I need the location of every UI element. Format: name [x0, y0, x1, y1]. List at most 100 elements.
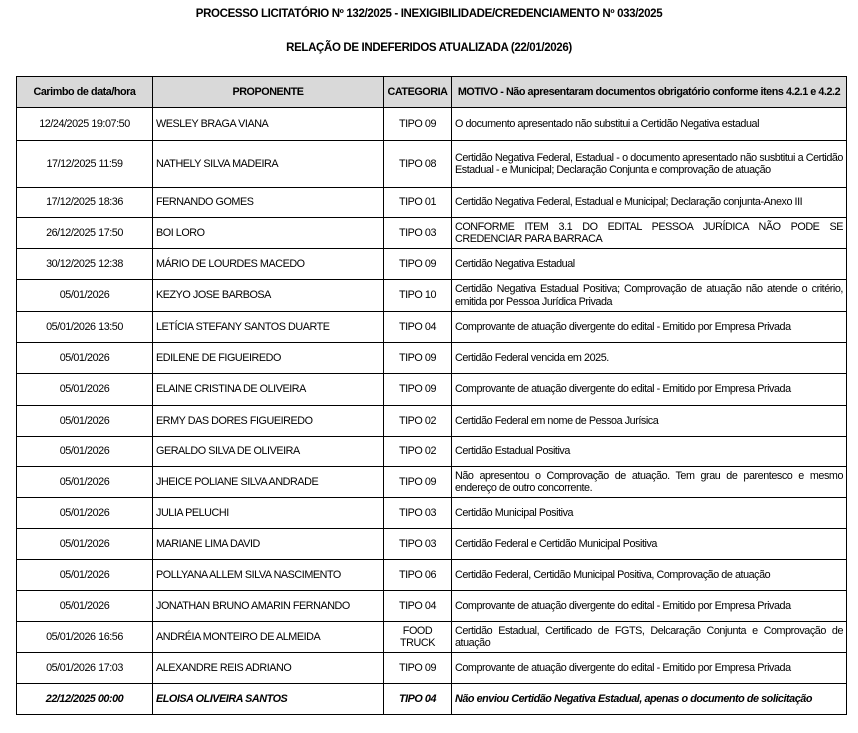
document-subtitle: RELAÇÃO DE INDEFERIDOS ATUALIZADA (22/01… — [286, 42, 572, 54]
table-row: 05/01/2026 JONATHAN BRUNO AMARIN FERNANDO… — [16, 590, 847, 622]
cell-motivo: Certidão Negativa Estadual — [451, 248, 847, 280]
cell-proponente: EDILENE DE FIGUEIREDO — [152, 342, 384, 374]
document-title: PROCESSO LICITATÓRIO Nº 132/2025 - INEXI… — [195, 8, 663, 20]
cell-datetime: 12/24/2025 19:07:50 — [16, 107, 153, 141]
table-row: 12/24/2025 19:07:50 WESLEY BRAGA VIANA TIP… — [16, 107, 847, 141]
cell-datetime: 05/01/2026 — [16, 373, 153, 406]
table-row: 05/01/2026 KEZYO JOSE BARBOSA TIPO 10 Certi… — [16, 279, 847, 312]
column-header-categoria: CATEGORIA — [383, 76, 452, 108]
cell-categoria: TIPO 09 — [383, 466, 452, 498]
cell-datetime: 17/12/2025 18:36 — [16, 187, 153, 218]
cell-motivo: Comprovante de atuação divergente do edi… — [451, 373, 847, 406]
cell-categoria: TIPO 09 — [383, 652, 452, 684]
cell-proponente: POLLYANA ALLEM SILVA NASCIMENTO — [152, 559, 384, 591]
cell-proponente: ANDRÉIA MONTEIRO DE ALMEIDA — [152, 621, 384, 653]
table-row: 05/01/2026 JHEICE POLIANE SILVA ANDRADE TI… — [16, 466, 847, 498]
cell-datetime: 05/01/2026 — [16, 405, 153, 437]
cell-motivo: Comprovante de atuação divergente do edi… — [451, 311, 847, 343]
table-row: 05/01/2026 EDILENE DE FIGUEIREDO TIPO 09 Ce… — [16, 342, 847, 374]
column-header-datetime: Carimbo de data/hora — [16, 76, 153, 108]
column-header-proponente: PROPONENTE — [152, 76, 384, 108]
indeferidos-table: Carimbo de data/hora PROPONENTE CATEGORI… — [16, 76, 847, 715]
table-row: 05/01/2026 ELAINE CRISTINA DE OLIVEIRA TIP… — [16, 373, 847, 406]
cell-proponente: NATHELY SILVA MADEIRA — [152, 140, 384, 188]
table-row: 05/01/2026 ERMY DAS DORES FIGUEIREDO TIPO … — [16, 405, 847, 437]
cell-motivo: Não apresentou o Comprovação de atuação.… — [451, 466, 847, 498]
cell-proponente: ELAINE CRISTINA DE OLIVEIRA — [152, 373, 384, 406]
cell-datetime: 05/01/2026 — [16, 436, 153, 467]
cell-motivo: Certidão Negativa Federal, Estadual - o … — [451, 140, 847, 188]
cell-categoria: TIPO 02 — [383, 405, 452, 437]
cell-categoria: TIPO 06 — [383, 559, 452, 591]
cell-motivo: Certidão Negativa Estadual Positiva; Com… — [451, 279, 847, 312]
cell-motivo: Certidão Estadual Positiva — [451, 436, 847, 467]
cell-datetime: 05/01/2026 — [16, 497, 153, 529]
cell-proponente: BOI LORO — [152, 217, 384, 249]
table-row: 05/01/2026 POLLYANA ALLEM SILVA NASCIMENT… — [16, 559, 847, 591]
cell-proponente: JONATHAN BRUNO AMARIN FERNANDO — [152, 590, 384, 622]
cell-motivo: Certidão Federal, Certidão Municipal Pos… — [451, 559, 847, 591]
cell-datetime: 05/01/2026 — [16, 528, 153, 560]
table-header-row: Carimbo de data/hora PROPONENTE CATEGORI… — [16, 76, 847, 108]
cell-datetime: 05/01/2026 — [16, 466, 153, 498]
cell-categoria: TIPO 09 — [383, 248, 452, 280]
cell-datetime: 26/12/2025 17:50 — [16, 217, 153, 249]
cell-proponente: ALEXANDRE REIS ADRIANO — [152, 652, 384, 684]
cell-datetime: 05/01/2026 — [16, 559, 153, 591]
cell-motivo: Certidão Municipal Positiva — [451, 497, 847, 529]
table-row: 22/12/2025 00:00 ELOISA OLIVEIRA SANTOS TI… — [16, 683, 847, 715]
cell-proponente: ERMY DAS DORES FIGUEIREDO — [152, 405, 384, 437]
cell-categoria: TIPO 10 — [383, 279, 452, 312]
cell-datetime: 05/01/2026 — [16, 279, 153, 312]
table-row: 05/01/2026 GERALDO SILVA DE OLIVEIRA TIPO … — [16, 436, 847, 467]
table-row: 30/12/2025 12:38 MÁRIO DE LOURDES MACEDO T… — [16, 248, 847, 280]
cell-datetime: 22/12/2025 00:00 — [16, 683, 153, 715]
cell-proponente: KEZYO JOSE BARBOSA — [152, 279, 384, 312]
column-header-motivo: MOTIVO - Não apresentaram documentos obr… — [451, 76, 847, 108]
cell-categoria: TIPO 04 — [383, 311, 452, 343]
cell-motivo: Certidão Estadual, Certificado de FGTS, … — [451, 621, 847, 653]
table-row: 26/12/2025 17:50 BOI LORO TIPO 03 CONFORME … — [16, 217, 847, 249]
cell-proponente: FERNANDO GOMES — [152, 187, 384, 218]
cell-motivo: Comprovante de atuação divergente do edi… — [451, 652, 847, 684]
cell-motivo: Não enviou Certidão Negativa Estadual, a… — [451, 683, 847, 715]
cell-categoria: TIPO 03 — [383, 497, 452, 529]
cell-proponente: ELOISA OLIVEIRA SANTOS — [152, 683, 384, 715]
cell-categoria: TIPO 09 — [383, 107, 452, 141]
table-row: 05/01/2026 17:03 ALEXANDRE REIS ADRIANO TI… — [16, 652, 847, 684]
cell-datetime: 05/01/2026 — [16, 342, 153, 374]
cell-datetime: 05/01/2026 16:56 — [16, 621, 153, 653]
cell-datetime: 05/01/2026 17:03 — [16, 652, 153, 684]
cell-proponente: WESLEY BRAGA VIANA — [152, 107, 384, 141]
cell-categoria: TIPO 09 — [383, 342, 452, 374]
cell-proponente: JULIA PELUCHI — [152, 497, 384, 529]
table-row: 05/01/2026 JULIA PELUCHI TIPO 03 Certidão M… — [16, 497, 847, 529]
cell-categoria: TIPO 03 — [383, 217, 452, 249]
cell-proponente: GERALDO SILVA DE OLIVEIRA — [152, 436, 384, 467]
cell-datetime: 30/12/2025 12:38 — [16, 248, 153, 280]
cell-motivo: Certidão Federal em nome de Pessoa Jurís… — [451, 405, 847, 437]
cell-motivo: Certidão Federal vencida em 2025. — [451, 342, 847, 374]
cell-categoria: TIPO 03 — [383, 528, 452, 560]
cell-proponente: JHEICE POLIANE SILVA ANDRADE — [152, 466, 384, 498]
table-body: 12/24/2025 19:07:50 WESLEY BRAGA VIANA TIP… — [16, 107, 847, 715]
cell-proponente: MÁRIO DE LOURDES MACEDO — [152, 248, 384, 280]
cell-categoria: TIPO 04 — [383, 590, 452, 622]
cell-categoria: TIPO 01 — [383, 187, 452, 218]
cell-datetime: 17/12/2025 11:59 — [16, 140, 153, 188]
table-row: 05/01/2026 13:50 LETÍCIA STEFANY SANTOS D… — [16, 311, 847, 343]
table-row: 17/12/2025 11:59 NATHELY SILVA MADEIRA TIP… — [16, 140, 847, 188]
cell-datetime: 05/01/2026 13:50 — [16, 311, 153, 343]
cell-categoria: TIPO 08 — [383, 140, 452, 188]
table-row: 05/01/2026 MARIANE LIMA DAVID TIPO 03 Certi… — [16, 528, 847, 560]
cell-proponente: MARIANE LIMA DAVID — [152, 528, 384, 560]
cell-motivo: Certidão Negativa Federal, Estadual e Mu… — [451, 187, 847, 218]
table-row: 05/01/2026 16:56 ANDRÉIA MONTEIRO DE ALME… — [16, 621, 847, 653]
cell-proponente: LETÍCIA STEFANY SANTOS DUARTE — [152, 311, 384, 343]
cell-motivo: Certidão Federal e Certidão Municipal Po… — [451, 528, 847, 560]
cell-categoria: TIPO 04 — [383, 683, 452, 715]
cell-motivo: Comprovante de atuação divergente do edi… — [451, 590, 847, 622]
cell-motivo: CONFORME ITEM 3.1 DO EDITAL PESSOA JURÍD… — [451, 217, 847, 249]
cell-categoria: TIPO 09 — [383, 373, 452, 406]
cell-motivo: O documento apresentado não substitui a … — [451, 107, 847, 141]
